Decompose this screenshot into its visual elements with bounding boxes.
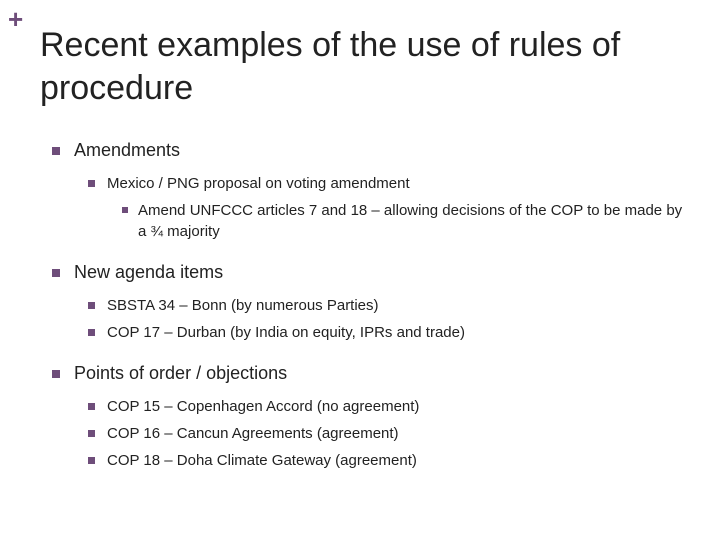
list-item: COP 17 – Durban (by India on equity, IPR… — [88, 322, 690, 343]
plus-icon: + — [8, 6, 23, 32]
section-heading: Points of order / objections — [52, 363, 690, 384]
list-item-text: COP 15 – Copenhagen Accord (no agreement… — [107, 396, 419, 417]
list-item: Amend UNFCCC articles 7 and 18 – allowin… — [122, 200, 690, 242]
bullet-icon — [122, 207, 128, 213]
section-heading-text: Points of order / objections — [74, 363, 287, 384]
list-item-text: COP 18 – Doha Climate Gateway (agreement… — [107, 450, 417, 471]
list-item-text: Amend UNFCCC articles 7 and 18 – allowin… — [138, 200, 690, 242]
section-heading-text: Amendments — [74, 140, 180, 161]
bullet-icon — [88, 329, 95, 336]
list-item-text: Mexico / PNG proposal on voting amendmen… — [107, 173, 410, 194]
bullet-icon — [88, 180, 95, 187]
sub-list: Mexico / PNG proposal on voting amendmen… — [88, 173, 690, 242]
list-item: COP 15 – Copenhagen Accord (no agreement… — [88, 396, 690, 417]
section-heading-text: New agenda items — [74, 262, 223, 283]
bullet-icon — [52, 269, 60, 277]
slide-content: Amendments Mexico / PNG proposal on voti… — [52, 140, 690, 491]
list-item-text: COP 16 – Cancun Agreements (agreement) — [107, 423, 399, 444]
list-item-text: COP 17 – Durban (by India on equity, IPR… — [107, 322, 465, 343]
sub-list: COP 15 – Copenhagen Accord (no agreement… — [88, 396, 690, 471]
section-amendments: Amendments Mexico / PNG proposal on voti… — [52, 140, 690, 242]
list-item: SBSTA 34 – Bonn (by numerous Parties) — [88, 295, 690, 316]
bullet-icon — [88, 302, 95, 309]
sub-list: SBSTA 34 – Bonn (by numerous Parties) CO… — [88, 295, 690, 343]
slide-title: Recent examples of the use of rules of p… — [40, 24, 700, 109]
subsub-list: Amend UNFCCC articles 7 and 18 – allowin… — [122, 200, 690, 242]
bullet-icon — [88, 457, 95, 464]
bullet-icon — [52, 370, 60, 378]
section-points-of-order: Points of order / objections COP 15 – Co… — [52, 363, 690, 471]
list-item: Mexico / PNG proposal on voting amendmen… — [88, 173, 690, 194]
list-item-text: SBSTA 34 – Bonn (by numerous Parties) — [107, 295, 379, 316]
bullet-icon — [52, 147, 60, 155]
bullet-icon — [88, 403, 95, 410]
list-item: COP 16 – Cancun Agreements (agreement) — [88, 423, 690, 444]
list-item: COP 18 – Doha Climate Gateway (agreement… — [88, 450, 690, 471]
bullet-icon — [88, 430, 95, 437]
section-new-agenda: New agenda items SBSTA 34 – Bonn (by num… — [52, 262, 690, 343]
section-heading: Amendments — [52, 140, 690, 161]
section-heading: New agenda items — [52, 262, 690, 283]
